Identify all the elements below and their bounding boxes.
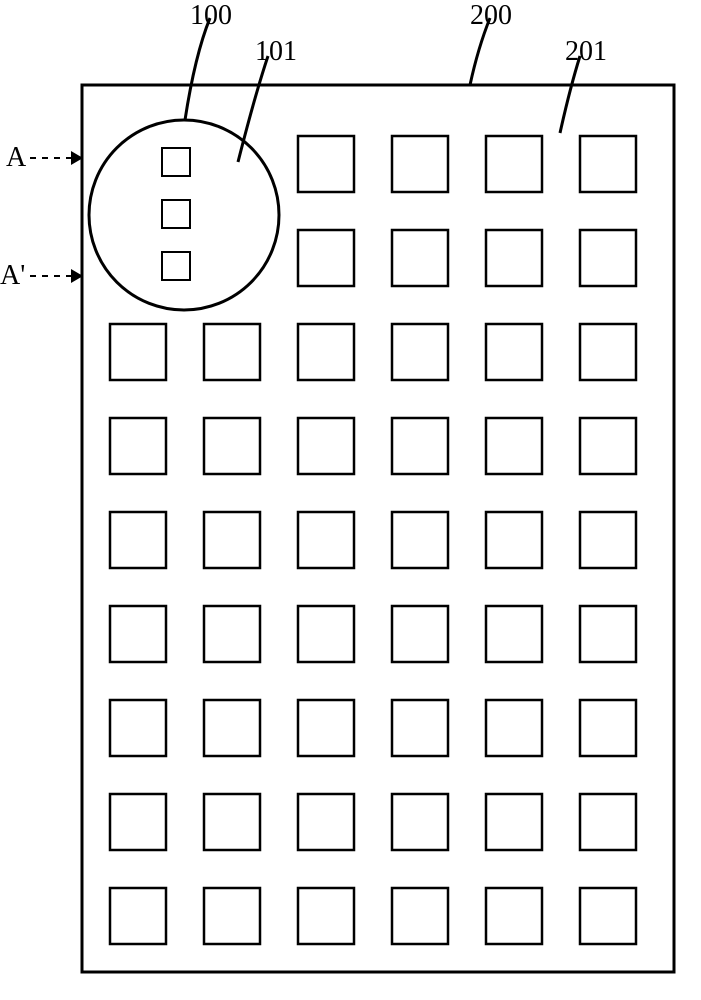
label-200: 200 [470, 0, 512, 32]
label-A-prime: A' [0, 260, 25, 292]
label-100: 100 [190, 0, 232, 32]
label-201: 201 [565, 36, 607, 68]
diagram-canvas [0, 0, 701, 1000]
label-A: A [6, 142, 26, 174]
label-101: 101 [255, 36, 297, 68]
